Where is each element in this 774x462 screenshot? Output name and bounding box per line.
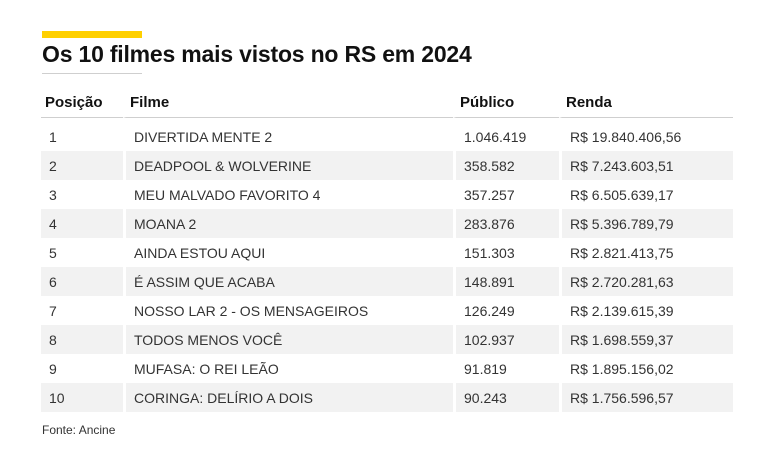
header-revenue[interactable]: Renda — [559, 87, 733, 118]
revenue-cell: R$ 2.720.281,63 — [559, 267, 733, 296]
position-cell: 2 — [41, 151, 123, 180]
page-title: Os 10 filmes mais vistos no RS em 2024 — [42, 41, 472, 67]
title-underline — [42, 73, 142, 74]
revenue-cell: R$ 7.243.603,51 — [559, 151, 733, 180]
table-row: 4 MOANA 2 283.876 R$ 5.396.789,79 — [41, 209, 733, 238]
audience-cell: 283.876 — [453, 209, 559, 238]
film-cell: MOANA 2 — [123, 209, 453, 238]
revenue-cell: R$ 1.895.156,02 — [559, 354, 733, 383]
film-cell: DIVERTIDA MENTE 2 — [123, 118, 453, 151]
revenue-cell: R$ 2.139.615,39 — [559, 296, 733, 325]
header-audience[interactable]: Público — [453, 87, 559, 118]
revenue-cell: R$ 2.821.413,75 — [559, 238, 733, 267]
revenue-cell: R$ 6.505.639,17 — [559, 180, 733, 209]
table-row: 2 DEADPOOL & WOLVERINE 358.582 R$ 7.243.603… — [41, 151, 733, 180]
table-header-row: Posição Filme Público Renda — [41, 87, 733, 118]
position-cell: 9 — [49, 360, 57, 377]
audience-cell: 357.257 — [453, 180, 559, 209]
film-cell: TODOS MENOS VOCÊ — [123, 325, 453, 354]
position-cell: 5 — [49, 244, 57, 261]
ranking-table: Posição Filme Público Renda 1 DIVERTIDA M… — [41, 87, 733, 412]
film-cell: MEU MALVADO FAVORITO 4 — [123, 180, 453, 209]
film-cell: MUFASA: O REI LEÃO — [123, 354, 453, 383]
header-position[interactable]: Posição — [41, 87, 123, 118]
revenue-cell: R$ 1.756.596,57 — [559, 383, 733, 412]
source-note: Fonte: Ancine — [42, 423, 116, 437]
revenue-cell: R$ 1.698.559,37 — [559, 325, 733, 354]
table-row: 10 CORINGA: DELÍRIO A DOIS 90.243 R$ 1.756.… — [41, 383, 733, 412]
film-cell: É ASSIM QUE ACABA — [123, 267, 453, 296]
table-row: 1 DIVERTIDA MENTE 2 1.046.419 R$ 19.840.406… — [41, 118, 733, 151]
audience-cell: 102.937 — [453, 325, 559, 354]
position-cell: 8 — [41, 325, 123, 354]
audience-cell: 91.819 — [453, 354, 559, 383]
film-cell: AINDA ESTOU AQUI — [123, 238, 453, 267]
audience-cell: 90.243 — [453, 383, 559, 412]
audience-cell: 358.582 — [453, 151, 559, 180]
film-cell: DEADPOOL & WOLVERINE — [123, 151, 453, 180]
position-cell: 10 — [41, 383, 123, 412]
revenue-cell: R$ 19.840.406,56 — [559, 118, 733, 151]
position-cell: 3 — [49, 186, 57, 203]
audience-cell: 148.891 — [453, 267, 559, 296]
table-row: 7 NOSSO LAR 2 - OS MENSAGEIROS 126.249 R$ 2… — [41, 296, 733, 325]
header-film[interactable]: Filme — [123, 87, 453, 118]
accent-bar — [42, 31, 142, 38]
film-cell: NOSSO LAR 2 - OS MENSAGEIROS — [123, 296, 453, 325]
revenue-cell: R$ 5.396.789,79 — [559, 209, 733, 238]
position-cell: 7 — [49, 302, 57, 319]
film-cell: CORINGA: DELÍRIO A DOIS — [123, 383, 453, 412]
audience-cell: 151.303 — [453, 238, 559, 267]
position-cell: 4 — [41, 209, 123, 238]
table-row: 3 MEU MALVADO FAVORITO 4 357.257 R$ 6.505.6… — [41, 180, 733, 209]
table-row: 9 MUFASA: O REI LEÃO 91.819 R$ 1.895.156,02 — [41, 354, 733, 383]
audience-cell: 1.046.419 — [453, 118, 559, 151]
audience-cell: 126.249 — [453, 296, 559, 325]
position-cell: 1 — [41, 118, 123, 151]
position-cell: 6 — [41, 267, 123, 296]
table-row: 5 AINDA ESTOU AQUI 151.303 R$ 2.821.413,75 — [41, 238, 733, 267]
table-row: 8 TODOS MENOS VOCÊ 102.937 R$ 1.698.559,37 — [41, 325, 733, 354]
